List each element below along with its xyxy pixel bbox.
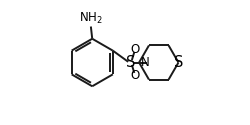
Text: N: N <box>140 56 149 69</box>
Text: NH$_2$: NH$_2$ <box>79 11 102 26</box>
Text: O: O <box>130 69 139 82</box>
Text: O: O <box>130 43 139 56</box>
Text: S: S <box>173 55 182 70</box>
Text: S: S <box>125 55 134 70</box>
